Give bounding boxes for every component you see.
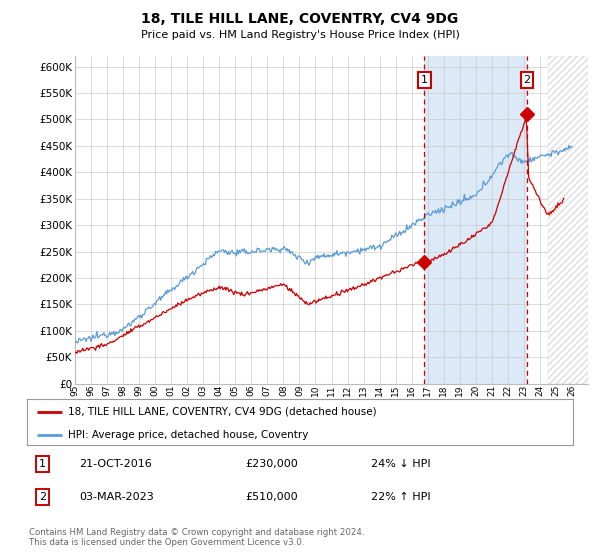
Text: 03-MAR-2023: 03-MAR-2023: [79, 492, 154, 502]
Text: Price paid vs. HM Land Registry's House Price Index (HPI): Price paid vs. HM Land Registry's House …: [140, 30, 460, 40]
Text: 21-OCT-2016: 21-OCT-2016: [79, 459, 152, 469]
Text: Contains HM Land Registry data © Crown copyright and database right 2024.
This d: Contains HM Land Registry data © Crown c…: [29, 528, 364, 547]
Text: HPI: Average price, detached house, Coventry: HPI: Average price, detached house, Cove…: [68, 430, 308, 440]
Text: 18, TILE HILL LANE, COVENTRY, CV4 9DG (detached house): 18, TILE HILL LANE, COVENTRY, CV4 9DG (d…: [68, 407, 377, 417]
Text: 2: 2: [524, 75, 530, 85]
Text: 1: 1: [39, 459, 46, 469]
Text: 24% ↓ HPI: 24% ↓ HPI: [371, 459, 431, 469]
Bar: [424, 56, 527, 384]
Text: 22% ↑ HPI: 22% ↑ HPI: [371, 492, 431, 502]
Text: £230,000: £230,000: [245, 459, 298, 469]
Text: £510,000: £510,000: [245, 492, 298, 502]
Text: 1: 1: [421, 75, 428, 85]
Text: 18, TILE HILL LANE, COVENTRY, CV4 9DG: 18, TILE HILL LANE, COVENTRY, CV4 9DG: [142, 12, 458, 26]
Text: 2: 2: [39, 492, 46, 502]
